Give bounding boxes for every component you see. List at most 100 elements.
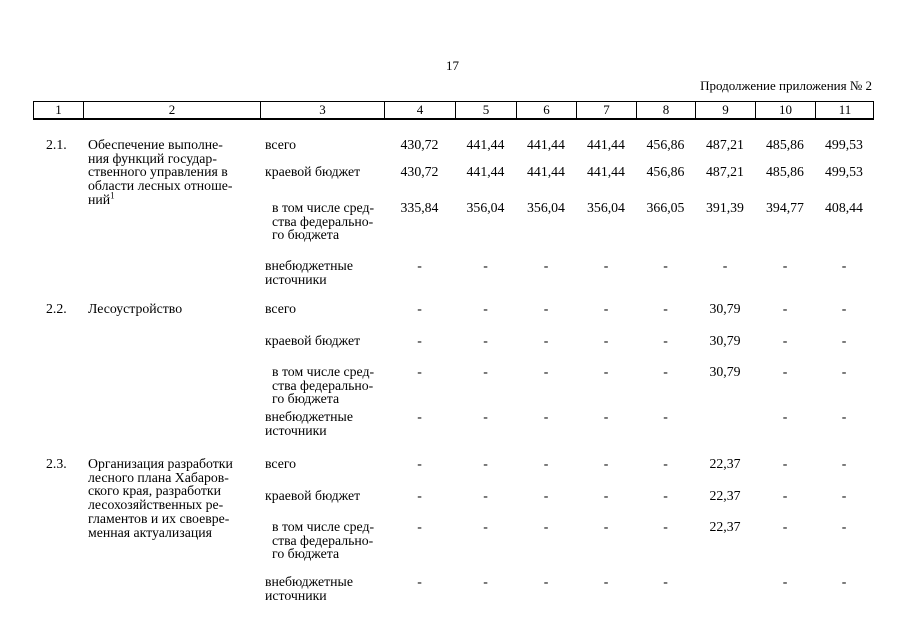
value-cell-col-7: - <box>603 409 609 424</box>
funding-source-line: в том числе сред- <box>272 200 375 215</box>
value-cell-col-7: - <box>603 364 609 379</box>
funding-source-label: внебюджетные источники <box>265 410 353 437</box>
funding-source-line: внебюджетные <box>265 574 353 589</box>
value-cell-col-4: - <box>417 333 422 348</box>
header-cell-col-3: 3 <box>261 102 385 118</box>
value-cell-col-11: - <box>841 456 847 471</box>
value-cell-col-8: - <box>663 456 668 471</box>
header-cell-col-5: 5 <box>456 102 517 118</box>
funding-source-label: всего <box>265 457 296 471</box>
value-cell-col-11: - <box>841 333 847 348</box>
funding-source-line: го бюджета <box>272 546 340 562</box>
value-cell-col-4: - <box>417 488 422 503</box>
value-cell-col-8: - <box>663 258 668 273</box>
value-cell-col-6: - <box>543 409 549 424</box>
funding-source-line: в том числе сред- <box>272 519 375 534</box>
value-cell-col-8: - <box>663 519 668 534</box>
funding-source-line: в том числе сред- <box>272 364 375 379</box>
value-cell-col-7: 356,04 <box>587 200 625 215</box>
value-cell-col-4: - <box>417 519 422 534</box>
value-row: - - - - - 30,79 - - <box>384 365 873 379</box>
row-title-line: области лесных отноше- <box>88 178 233 194</box>
row-title-line: ний1 <box>88 190 115 207</box>
value-cell-col-5: 441,44 <box>466 164 505 179</box>
value-cell-col-4: - <box>417 364 422 379</box>
row-title-line: Обеспечение выполне- <box>88 137 223 152</box>
value-cell-col-10: 485,86 <box>766 137 804 152</box>
funding-source-label: краевой бюджет <box>265 165 360 179</box>
value-row: ------- <box>384 410 873 424</box>
value-cell-col-11: 499,53 <box>825 137 863 152</box>
funding-source-line: всего <box>265 456 297 471</box>
funding-source-label: краевой бюджет <box>265 334 360 348</box>
value-cell-col-11: - <box>841 488 847 503</box>
value-cell-col-10: - <box>782 488 788 503</box>
value-cell-col-9: 22,37 <box>709 456 741 471</box>
funding-source-line: го бюджета <box>272 227 340 243</box>
value-cell-col-5: - <box>483 456 488 471</box>
value-cell-col-10: - <box>782 574 788 589</box>
value-cell-col-10: - <box>782 258 788 273</box>
value-cell-col-10: - <box>782 456 788 471</box>
funding-source-line: источники <box>265 587 327 603</box>
value-cell-col-6: 441,44 <box>527 137 565 152</box>
funding-source-line: внебюджетные <box>265 258 353 273</box>
value-cell-col-11: - <box>841 364 847 379</box>
funding-source-line: источники <box>265 422 327 438</box>
value-cell-col-7: - <box>603 333 609 348</box>
header-cell-col-7: 7 <box>577 102 637 118</box>
value-cell-col-9 <box>695 410 755 424</box>
value-cell-col-5: 356,04 <box>466 200 505 215</box>
row-title-line: менная актуализация <box>88 524 212 540</box>
funding-source-line: ства федерально- <box>272 213 374 229</box>
funding-source-label: внебюджетные источники <box>265 259 353 286</box>
funding-source-label: в том числе сред-ства федерально-го бюдж… <box>272 201 374 242</box>
value-cell-col-7: - <box>603 574 609 589</box>
value-row: ------- <box>384 575 873 589</box>
footnote-marker: 1 <box>110 190 115 201</box>
value-cell-col-8: - <box>663 488 668 503</box>
header-cell-col-8: 8 <box>637 102 696 118</box>
funding-source-line: всего <box>265 301 297 316</box>
value-cell-col-5: - <box>483 333 488 348</box>
value-cell-col-4: 430,72 <box>400 164 439 179</box>
value-row: - - - - - 30,79 - - <box>384 302 873 316</box>
value-row: 430,72 441,44 441,44 441,44 456,86 487,21 485,… <box>384 165 873 179</box>
value-cell-col-6: - <box>543 301 549 316</box>
funding-source-line: краевой бюджет <box>265 164 361 179</box>
value-row: 430,72 441,44 441,44 441,44 456,86 487,21 485,… <box>384 138 873 152</box>
value-row: - - - - - 22,37 - - <box>384 489 873 503</box>
value-cell-col-8: - <box>663 333 668 348</box>
value-cell-col-8: - <box>663 301 668 316</box>
value-cell-col-4: - <box>417 301 422 316</box>
value-cell-col-10: - <box>782 364 788 379</box>
value-cell-col-9: 391,39 <box>706 200 744 215</box>
header-cell-col-6: 6 <box>517 102 577 118</box>
value-cell-col-11: - <box>841 574 847 589</box>
value-cell-col-6: - <box>543 364 549 379</box>
value-cell-col-4: - <box>417 409 422 424</box>
row-title-line: гламентов и их своевре- <box>88 510 230 526</box>
value-cell-col-8: - <box>663 364 668 379</box>
value-cell-col-10: - <box>782 301 788 316</box>
row-title-line: лесного плана Хабаров- <box>88 469 229 485</box>
value-cell-col-8: 456,86 <box>646 164 685 179</box>
value-cell-col-5: - <box>483 488 488 503</box>
header-cell-col-10: 10 <box>756 102 816 118</box>
value-cell-col-6: 356,04 <box>527 200 565 215</box>
value-row: 335,84 356,04 356,04 356,04 366,05 391,39 394,… <box>384 201 873 215</box>
value-cell-col-5: 441,44 <box>466 137 505 152</box>
value-cell-col-4: - <box>417 574 422 589</box>
value-cell-col-6: - <box>543 519 549 534</box>
value-cell-col-5: - <box>483 258 488 273</box>
value-cell-col-5: - <box>483 409 488 424</box>
funding-source-label: в том числе сред-ства федерально-го бюдж… <box>272 520 374 561</box>
value-cell-col-9: 30,79 <box>709 333 741 348</box>
header-cell-col-9: 9 <box>696 102 756 118</box>
value-cell-col-7: - <box>603 301 609 316</box>
value-cell-col-6: - <box>543 333 549 348</box>
value-cell-col-11: 408,44 <box>825 200 863 215</box>
row-title-line: ственного управления в <box>88 164 228 180</box>
row-title-line: ния функций государ- <box>88 150 217 166</box>
